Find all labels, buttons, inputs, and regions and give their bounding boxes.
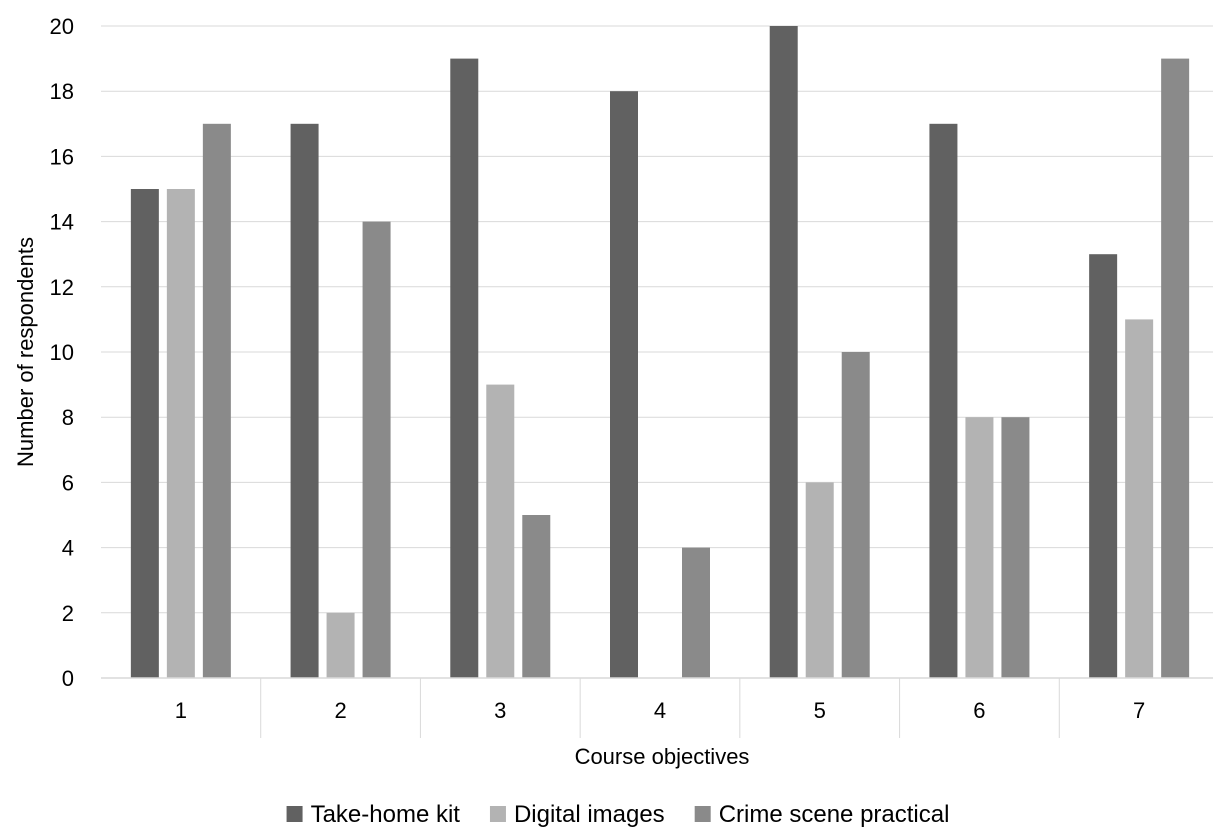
bar-crime-scene-practical xyxy=(362,221,391,678)
legend-label: Take-home kit xyxy=(311,801,461,828)
y-tick-label: 2 xyxy=(62,601,74,626)
bar-take-home-kit xyxy=(450,58,479,679)
x-tick-label: 7 xyxy=(1133,698,1145,723)
bar-take-home-kit xyxy=(130,189,159,678)
y-tick-label: 6 xyxy=(62,470,74,495)
bars xyxy=(130,26,1190,679)
bar-take-home-kit xyxy=(290,123,319,679)
y-tick-label: 12 xyxy=(50,275,74,300)
bar-crime-scene-practical xyxy=(202,123,231,679)
bar-digital-images xyxy=(326,612,355,678)
legend-swatch xyxy=(694,806,711,822)
x-tick-label: 2 xyxy=(334,698,346,723)
legend-label: Digital images xyxy=(514,801,665,828)
bar-crime-scene-practical xyxy=(1001,417,1030,678)
bar-digital-images xyxy=(166,189,195,678)
y-tick-label: 16 xyxy=(50,144,74,169)
bar-crime-scene-practical xyxy=(1161,58,1190,679)
y-tick-label: 0 xyxy=(62,666,74,691)
x-tick-label: 3 xyxy=(494,698,506,723)
legend-label: Crime scene practical xyxy=(719,801,950,828)
bar-crime-scene-practical xyxy=(841,352,870,678)
bar-take-home-kit xyxy=(610,91,638,678)
bar-crime-scene-practical xyxy=(682,547,710,678)
bar-take-home-kit xyxy=(769,26,798,678)
x-tick-label: 6 xyxy=(973,698,985,723)
x-tick-label: 1 xyxy=(175,698,187,723)
bar-digital-images xyxy=(486,384,515,678)
y-tick-label: 20 xyxy=(50,14,74,39)
bar-digital-images xyxy=(965,417,994,678)
bar-digital-images xyxy=(805,482,834,678)
bar-take-home-kit xyxy=(1089,254,1118,678)
y-axis-title: Number of respondents xyxy=(13,237,38,467)
y-tick-label: 8 xyxy=(62,405,74,430)
bar-digital-images xyxy=(1125,319,1154,678)
gridlines xyxy=(101,25,1213,614)
y-tick-label: 10 xyxy=(50,340,74,365)
legend-swatch xyxy=(286,806,303,822)
x-tick-label: 5 xyxy=(814,698,826,723)
bar-take-home-kit xyxy=(929,123,958,679)
x-tick-label: 4 xyxy=(654,698,666,723)
bar-crime-scene-practical xyxy=(522,515,551,678)
y-tick-label: 14 xyxy=(50,210,74,235)
legend-swatch xyxy=(489,806,506,822)
legend: Take-home kit Digital images Crime scene p… xyxy=(286,801,950,828)
y-tick-label: 18 xyxy=(50,79,74,104)
y-tick-label: 4 xyxy=(62,536,74,561)
x-axis-title: Course objectives xyxy=(575,744,750,769)
